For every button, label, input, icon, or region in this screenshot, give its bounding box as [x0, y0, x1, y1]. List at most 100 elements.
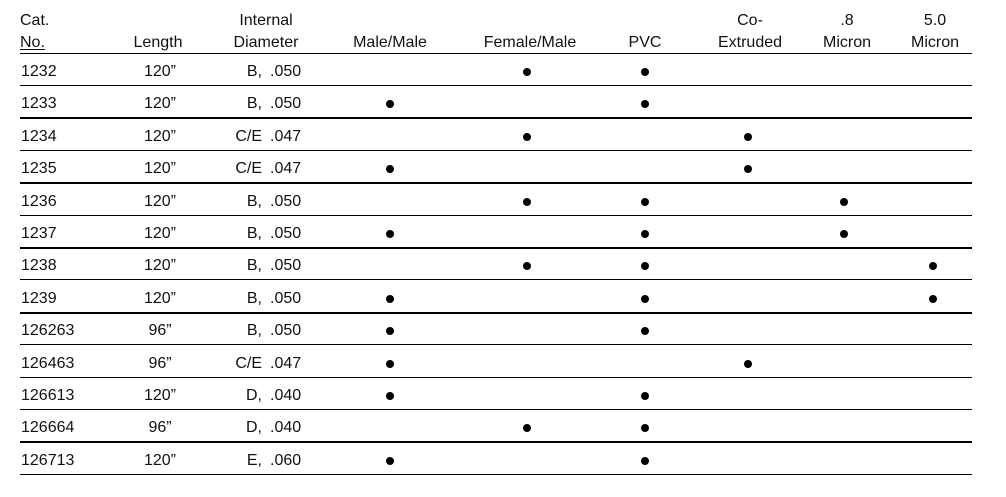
bullet-fm-icon [523, 197, 531, 206]
bullet-co-icon [744, 165, 752, 174]
diameter-value-cell: .047 [270, 160, 302, 178]
column-header-line1: Cat. [20, 12, 50, 29]
diameter-value-cell: .050 [270, 257, 302, 275]
column-header-line2: Micron [822, 34, 871, 51]
row-divider [20, 409, 972, 410]
row-divider [20, 441, 972, 444]
column-header-line1 [470, 10, 590, 32]
row-divider [20, 344, 972, 346]
column-header-m50: 5.0 Micron [900, 10, 970, 54]
column-header-co: Co- Extruded [705, 10, 795, 54]
cat-no-cell: 1238 [21, 257, 57, 275]
column-header-line1: 5.0 [923, 12, 947, 29]
diameter-value-cell: .050 [270, 63, 302, 80]
length-cell: 120” [143, 257, 177, 275]
bullet-co-icon [744, 132, 752, 141]
diameter-code-cell: B, [246, 192, 262, 210]
bullet-mm-icon [386, 165, 394, 174]
cat-no-cell: 1232 [21, 63, 57, 80]
diameter-code-cell: D, [246, 419, 262, 437]
column-header-line2: Female/Male [483, 34, 577, 51]
column-header-line1: Co- [737, 12, 763, 29]
bullet-mm-icon [386, 392, 394, 400]
cat-no-cell: 126713 [21, 451, 75, 469]
cat-no-cell: 126263 [21, 322, 75, 340]
diameter-value-cell: .040 [270, 419, 302, 437]
length-cell: 96” [148, 322, 172, 340]
diameter-code-cell: B, [246, 322, 262, 340]
bullet-pvc-icon [641, 100, 649, 109]
bullet-co-icon [744, 359, 752, 368]
bullet-mm-icon [386, 100, 394, 109]
length-cell: 120” [143, 225, 177, 242]
diameter-code-cell: D, [246, 387, 262, 404]
row-divider [20, 117, 972, 120]
bullet-fm-icon [523, 424, 531, 433]
row-divider [20, 473, 972, 475]
bullet-pvc-icon [641, 424, 649, 433]
column-header-pvc: PVC [615, 10, 675, 54]
cat-no-cell: 1233 [21, 95, 57, 113]
diameter-value-cell: .050 [270, 192, 302, 210]
column-header-mm: Male/Male [340, 10, 440, 54]
length-cell: 96” [148, 354, 172, 372]
column-header-cat: Cat. No. [20, 10, 80, 54]
bullet-m50-icon [929, 262, 937, 271]
bullet-pvc-icon [641, 456, 649, 465]
bullet-m50-icon [929, 294, 937, 303]
row-divider [20, 214, 972, 216]
length-cell: 120” [143, 95, 177, 113]
bullet-mm-icon [386, 456, 394, 465]
bullet-pvc-icon [641, 68, 649, 76]
row-divider [20, 85, 972, 86]
bullet-mm-icon [386, 359, 394, 368]
length-cell: 120” [143, 451, 177, 469]
bullet-mm-icon [386, 327, 394, 336]
diameter-value-cell: .050 [270, 289, 302, 307]
column-header-line2: Extruded [717, 34, 783, 51]
row-divider [20, 182, 972, 185]
diameter-value-cell: .047 [270, 127, 302, 145]
length-cell: 120” [143, 192, 177, 210]
diameter-code-cell: B, [246, 225, 262, 242]
diameter-code-cell: B, [246, 63, 262, 80]
diameter-code-cell: E, [246, 451, 262, 469]
diameter-value-cell: .047 [270, 354, 302, 372]
column-header-id: Internal Diameter [225, 10, 307, 54]
diameter-code-cell: C/E [235, 127, 262, 145]
diameter-code-cell: C/E [235, 354, 262, 372]
diameter-value-cell: .050 [270, 95, 302, 113]
diameter-value-cell: .060 [270, 451, 302, 469]
column-header-m08: .8 Micron [812, 10, 882, 54]
column-header-len: Length [118, 10, 198, 54]
bullet-pvc-icon [641, 327, 649, 336]
diameter-value-cell: .050 [270, 322, 302, 340]
diameter-code-cell: B, [246, 257, 262, 275]
row-divider [20, 279, 972, 281]
bullet-pvc-icon [641, 230, 649, 238]
bullet-fm-icon [523, 132, 531, 141]
column-header-line2: Micron [910, 34, 959, 51]
length-cell: 120” [143, 387, 177, 404]
bullet-pvc-icon [641, 197, 649, 206]
diameter-value-cell: .040 [270, 387, 302, 404]
cat-no-cell: 126613 [21, 387, 75, 404]
column-header-line2: Male/Male [353, 34, 427, 51]
bullet-fm-icon [523, 68, 531, 76]
cat-no-cell: 1235 [21, 160, 57, 178]
length-cell: 96” [148, 419, 172, 437]
row-divider [20, 149, 972, 151]
bullet-mm-icon [386, 230, 394, 238]
diameter-value-cell: .050 [270, 225, 302, 242]
bullet-mm-icon [386, 294, 394, 303]
column-header-line1 [340, 10, 440, 32]
row-divider [20, 311, 972, 314]
cat-no-cell: 126463 [21, 354, 75, 372]
cat-no-cell: 1236 [21, 192, 57, 210]
header-divider [20, 53, 972, 54]
column-header-line2: Length [133, 34, 183, 51]
column-header-line2: Diameter [233, 34, 299, 51]
cat-no-cell: 1239 [21, 289, 57, 307]
bullet-m08-icon [840, 197, 848, 206]
